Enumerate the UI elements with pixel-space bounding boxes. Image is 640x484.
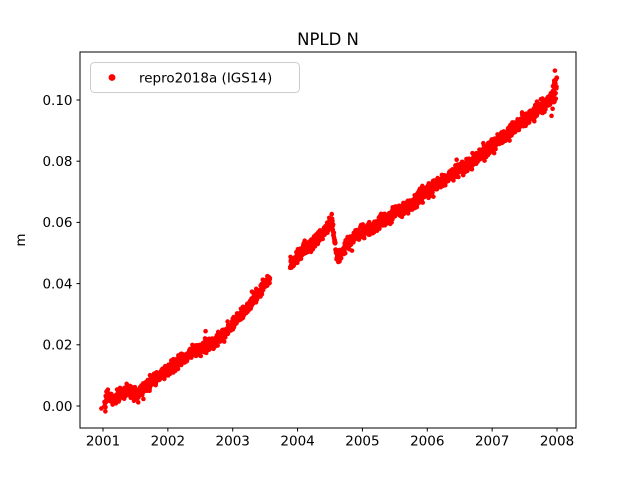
data-point: [207, 347, 212, 352]
data-point: [330, 218, 335, 224]
y-tick-label-0.08: 0.08: [42, 154, 72, 170]
data-point: [469, 166, 475, 172]
y-tick-label-0.02: 0.02: [42, 338, 72, 354]
data-point: [103, 404, 108, 410]
chart-title: NPLD N: [297, 30, 359, 49]
data-point: [552, 68, 558, 73]
data-point: [105, 387, 111, 392]
data-point: [507, 138, 512, 143]
data-point: [203, 328, 208, 334]
data-point: [215, 343, 220, 348]
data-point: [225, 319, 230, 324]
data-point: [550, 106, 555, 112]
data-point: [431, 194, 436, 199]
x-tick-label-2007: 2007: [475, 434, 509, 450]
x-tick-label-2005: 2005: [345, 434, 379, 450]
data-point: [103, 409, 108, 414]
x-tick-label-2006: 2006: [410, 434, 444, 450]
data-point: [221, 339, 227, 344]
data-point: [338, 255, 344, 261]
data-point: [331, 230, 337, 235]
data-point: [454, 157, 459, 163]
data-point: [482, 158, 487, 163]
data-point: [553, 90, 558, 96]
data-point: [330, 222, 336, 227]
y-tick-label-0.06: 0.06: [42, 215, 72, 231]
data-point: [198, 353, 204, 359]
data-point: [442, 182, 448, 188]
x-tick-label-2008: 2008: [540, 434, 574, 450]
x-tick-label-2002: 2002: [151, 434, 185, 450]
data-point: [420, 200, 426, 205]
data-series-repro2018a: [99, 68, 560, 414]
legend-label: repro2018a (IGS14): [139, 71, 272, 87]
data-point: [430, 190, 435, 195]
data-point: [141, 396, 146, 402]
data-point: [267, 280, 272, 286]
axes-spines: [79, 51, 577, 429]
x-tick-label-2004: 2004: [280, 434, 314, 450]
data-point: [549, 113, 554, 119]
y-tick-label-0.04: 0.04: [42, 276, 72, 292]
data-point: [332, 240, 338, 245]
data-point: [526, 120, 532, 125]
x-axis: 2001 2002 2003 2004 2005 2006 2007 2008: [86, 428, 574, 450]
data-point: [135, 400, 141, 405]
data-point: [175, 366, 181, 372]
y-tick-label-0.00: 0.00: [42, 399, 72, 415]
data-point: [329, 211, 335, 217]
data-point: [342, 250, 348, 256]
legend-box: [90, 62, 300, 93]
data-point: [298, 256, 304, 262]
x-tick-label-2001: 2001: [86, 434, 120, 450]
data-point: [456, 174, 461, 180]
data-point: [361, 235, 367, 241]
legend: repro2018a (IGS14): [90, 62, 300, 93]
data-point: [451, 178, 456, 183]
legend-marker-red-dot-icon: [108, 74, 116, 81]
y-axis-label: m: [13, 233, 29, 246]
data-point: [532, 118, 537, 124]
data-point: [267, 275, 273, 281]
data-point: [493, 146, 498, 152]
y-axis: 0.00 0.02 0.04 0.06 0.08 0.10: [42, 93, 80, 415]
data-point: [349, 248, 355, 253]
data-point: [554, 84, 559, 90]
data-point: [553, 96, 559, 101]
data-point: [554, 75, 560, 81]
plot-area: [80, 52, 576, 428]
x-tick-label-2003: 2003: [216, 434, 250, 450]
data-point: [491, 150, 497, 156]
data-point: [99, 406, 104, 411]
y-tick-label-0.10: 0.10: [42, 93, 72, 109]
